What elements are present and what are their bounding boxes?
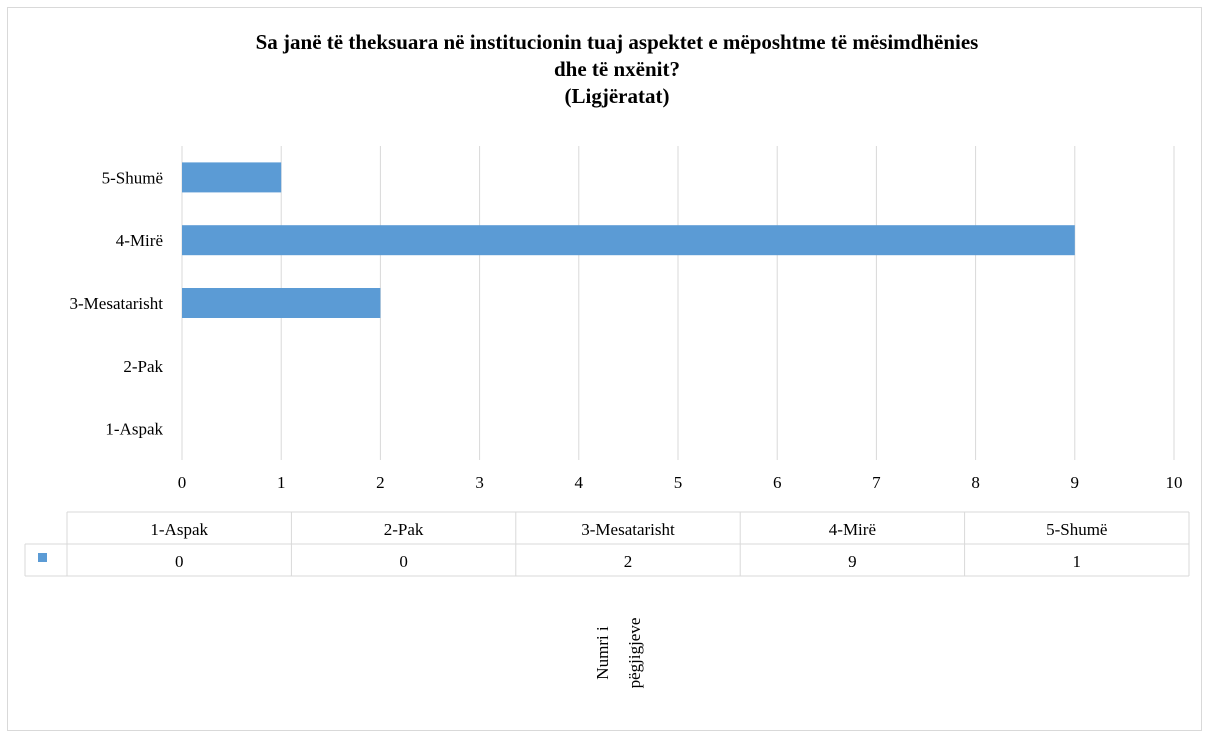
data-table-header-5-Shumë: 5-Shumë bbox=[1046, 520, 1107, 539]
data-table-value-5-Shumë: 1 bbox=[1073, 552, 1082, 571]
data-table-value-3-Mesatarisht: 2 bbox=[624, 552, 633, 571]
data-table-header-2-Pak: 2-Pak bbox=[384, 520, 424, 539]
data-table-header-1-Aspak: 1-Aspak bbox=[150, 520, 208, 539]
chart-title-line-3: (Ligjëratat) bbox=[565, 84, 670, 108]
x-tick-label-8: 8 bbox=[971, 473, 980, 492]
x-tick-label-9: 9 bbox=[1071, 473, 1080, 492]
bar-5-Shumë bbox=[182, 162, 282, 193]
x-tick-label-4: 4 bbox=[575, 473, 584, 492]
y-tick-label-3-Mesatarisht: 3-Mesatarisht bbox=[70, 294, 164, 313]
data-table-value-4-Mirë: 9 bbox=[848, 552, 857, 571]
x-tick-label-7: 7 bbox=[872, 473, 881, 492]
x-tick-label-1: 1 bbox=[277, 473, 286, 492]
bar-4-Mirë bbox=[182, 225, 1075, 256]
x-tick-label-10: 10 bbox=[1166, 473, 1183, 492]
y-tick-label-1-Aspak: 1-Aspak bbox=[105, 420, 163, 439]
chart-title-line-1: Sa janë të theksuara në institucionin tu… bbox=[256, 30, 979, 54]
y-tick-label-2-Pak: 2-Pak bbox=[123, 357, 163, 376]
data-table-header-3-Mesatarisht: 3-Mesatarisht bbox=[581, 520, 675, 539]
y-tick-label-5-Shumë: 5-Shumë bbox=[102, 168, 163, 187]
data-table-series-key bbox=[38, 553, 47, 562]
data-table-value-1-Aspak: 0 bbox=[175, 552, 184, 571]
data-table-value-2-Pak: 0 bbox=[399, 552, 408, 571]
x-tick-label-6: 6 bbox=[773, 473, 782, 492]
x-tick-label-5: 5 bbox=[674, 473, 683, 492]
x-tick-label-2: 2 bbox=[376, 473, 385, 492]
y-tick-label-4-Mirë: 4-Mirë bbox=[116, 231, 163, 250]
x-tick-label-3: 3 bbox=[475, 473, 484, 492]
chart-frame bbox=[7, 7, 1202, 731]
x-tick-label-0: 0 bbox=[178, 473, 187, 492]
chart-title-line-2: dhe të nxënit? bbox=[554, 57, 680, 81]
data-table-header-4-Mirë: 4-Mirë bbox=[829, 520, 876, 539]
bar-3-Mesatarisht bbox=[182, 288, 381, 318]
axis-title-line-2: pëgjigjeve bbox=[625, 618, 644, 689]
axis-title-line-1: Numri i bbox=[593, 626, 612, 680]
